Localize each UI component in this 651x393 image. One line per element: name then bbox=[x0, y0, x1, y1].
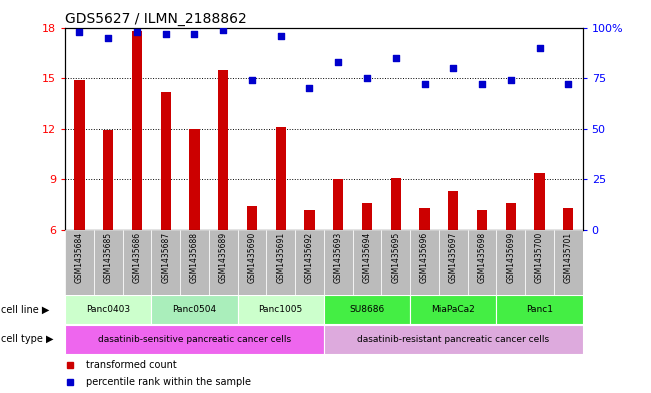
Text: GSM1435693: GSM1435693 bbox=[334, 232, 342, 283]
Bar bbox=[180, 230, 209, 295]
Point bbox=[362, 75, 372, 81]
Text: GSM1435687: GSM1435687 bbox=[161, 232, 170, 283]
Point bbox=[74, 28, 85, 35]
Bar bbox=[362, 203, 372, 230]
Bar bbox=[266, 230, 295, 295]
Text: Panc0403: Panc0403 bbox=[86, 305, 130, 314]
Point bbox=[304, 85, 314, 91]
Bar bbox=[496, 230, 525, 295]
Point bbox=[391, 55, 401, 61]
Bar bbox=[525, 230, 554, 295]
Text: GSM1435696: GSM1435696 bbox=[420, 232, 429, 283]
Bar bbox=[74, 80, 85, 230]
Text: GSM1435700: GSM1435700 bbox=[535, 232, 544, 283]
Bar bbox=[65, 296, 151, 324]
Bar bbox=[161, 92, 171, 230]
Bar bbox=[534, 173, 544, 230]
Bar bbox=[419, 208, 430, 230]
Bar bbox=[506, 203, 516, 230]
Bar bbox=[238, 296, 324, 324]
Point bbox=[333, 59, 344, 65]
Text: GSM1435697: GSM1435697 bbox=[449, 232, 458, 283]
Bar bbox=[65, 230, 94, 295]
Bar bbox=[449, 191, 458, 230]
Text: GDS5627 / ILMN_2188862: GDS5627 / ILMN_2188862 bbox=[65, 13, 247, 26]
Bar bbox=[410, 230, 439, 295]
Text: GSM1435688: GSM1435688 bbox=[190, 232, 199, 283]
Bar bbox=[324, 296, 410, 324]
Bar bbox=[439, 230, 467, 295]
Bar bbox=[276, 127, 286, 230]
Text: percentile rank within the sample: percentile rank within the sample bbox=[86, 377, 251, 387]
Point bbox=[534, 44, 545, 51]
Bar bbox=[151, 296, 238, 324]
Text: GSM1435694: GSM1435694 bbox=[363, 232, 372, 283]
Text: Panc1005: Panc1005 bbox=[258, 305, 303, 314]
Text: GSM1435695: GSM1435695 bbox=[391, 232, 400, 283]
Bar bbox=[477, 209, 487, 230]
Text: GSM1435685: GSM1435685 bbox=[104, 232, 113, 283]
Bar bbox=[353, 230, 381, 295]
Bar bbox=[295, 230, 324, 295]
Point bbox=[448, 65, 458, 71]
Bar bbox=[189, 129, 199, 230]
Text: GSM1435689: GSM1435689 bbox=[219, 232, 228, 283]
Bar bbox=[151, 230, 180, 295]
Bar bbox=[324, 325, 583, 354]
Point bbox=[132, 28, 142, 35]
Text: GSM1435701: GSM1435701 bbox=[564, 232, 573, 283]
Bar bbox=[132, 31, 142, 230]
Bar bbox=[324, 230, 353, 295]
Point bbox=[506, 77, 516, 83]
Bar bbox=[238, 230, 266, 295]
Text: GSM1435684: GSM1435684 bbox=[75, 232, 84, 283]
Text: GSM1435691: GSM1435691 bbox=[276, 232, 285, 283]
Bar bbox=[391, 178, 401, 230]
Text: GSM1435690: GSM1435690 bbox=[247, 232, 256, 283]
Bar bbox=[333, 179, 343, 230]
Bar bbox=[381, 230, 410, 295]
Bar bbox=[94, 230, 122, 295]
Point bbox=[189, 30, 200, 37]
Text: Panc1: Panc1 bbox=[526, 305, 553, 314]
Bar bbox=[218, 70, 229, 230]
Bar bbox=[247, 206, 257, 230]
Point bbox=[161, 30, 171, 37]
Text: SU8686: SU8686 bbox=[350, 305, 385, 314]
Point bbox=[563, 81, 574, 87]
Bar bbox=[122, 230, 151, 295]
Text: dasatinib-resistant pancreatic cancer cells: dasatinib-resistant pancreatic cancer ce… bbox=[357, 335, 549, 344]
Bar bbox=[104, 130, 113, 230]
Text: cell line ▶: cell line ▶ bbox=[1, 305, 49, 314]
Point bbox=[247, 77, 257, 83]
Point bbox=[477, 81, 487, 87]
Bar bbox=[410, 296, 496, 324]
Bar bbox=[496, 296, 583, 324]
Bar bbox=[305, 209, 314, 230]
Bar bbox=[563, 208, 574, 230]
Text: Panc0504: Panc0504 bbox=[173, 305, 217, 314]
Text: GSM1435698: GSM1435698 bbox=[478, 232, 486, 283]
Bar bbox=[554, 230, 583, 295]
Text: MiaPaCa2: MiaPaCa2 bbox=[432, 305, 475, 314]
Text: transformed count: transformed count bbox=[86, 360, 176, 370]
Point bbox=[275, 33, 286, 39]
Point bbox=[419, 81, 430, 87]
Text: GSM1435692: GSM1435692 bbox=[305, 232, 314, 283]
Bar bbox=[467, 230, 496, 295]
Text: GSM1435686: GSM1435686 bbox=[133, 232, 141, 283]
Point bbox=[103, 35, 113, 41]
Text: cell type ▶: cell type ▶ bbox=[1, 334, 53, 344]
Bar bbox=[209, 230, 238, 295]
Text: GSM1435699: GSM1435699 bbox=[506, 232, 515, 283]
Bar bbox=[65, 325, 324, 354]
Point bbox=[218, 26, 229, 33]
Text: dasatinib-sensitive pancreatic cancer cells: dasatinib-sensitive pancreatic cancer ce… bbox=[98, 335, 291, 344]
